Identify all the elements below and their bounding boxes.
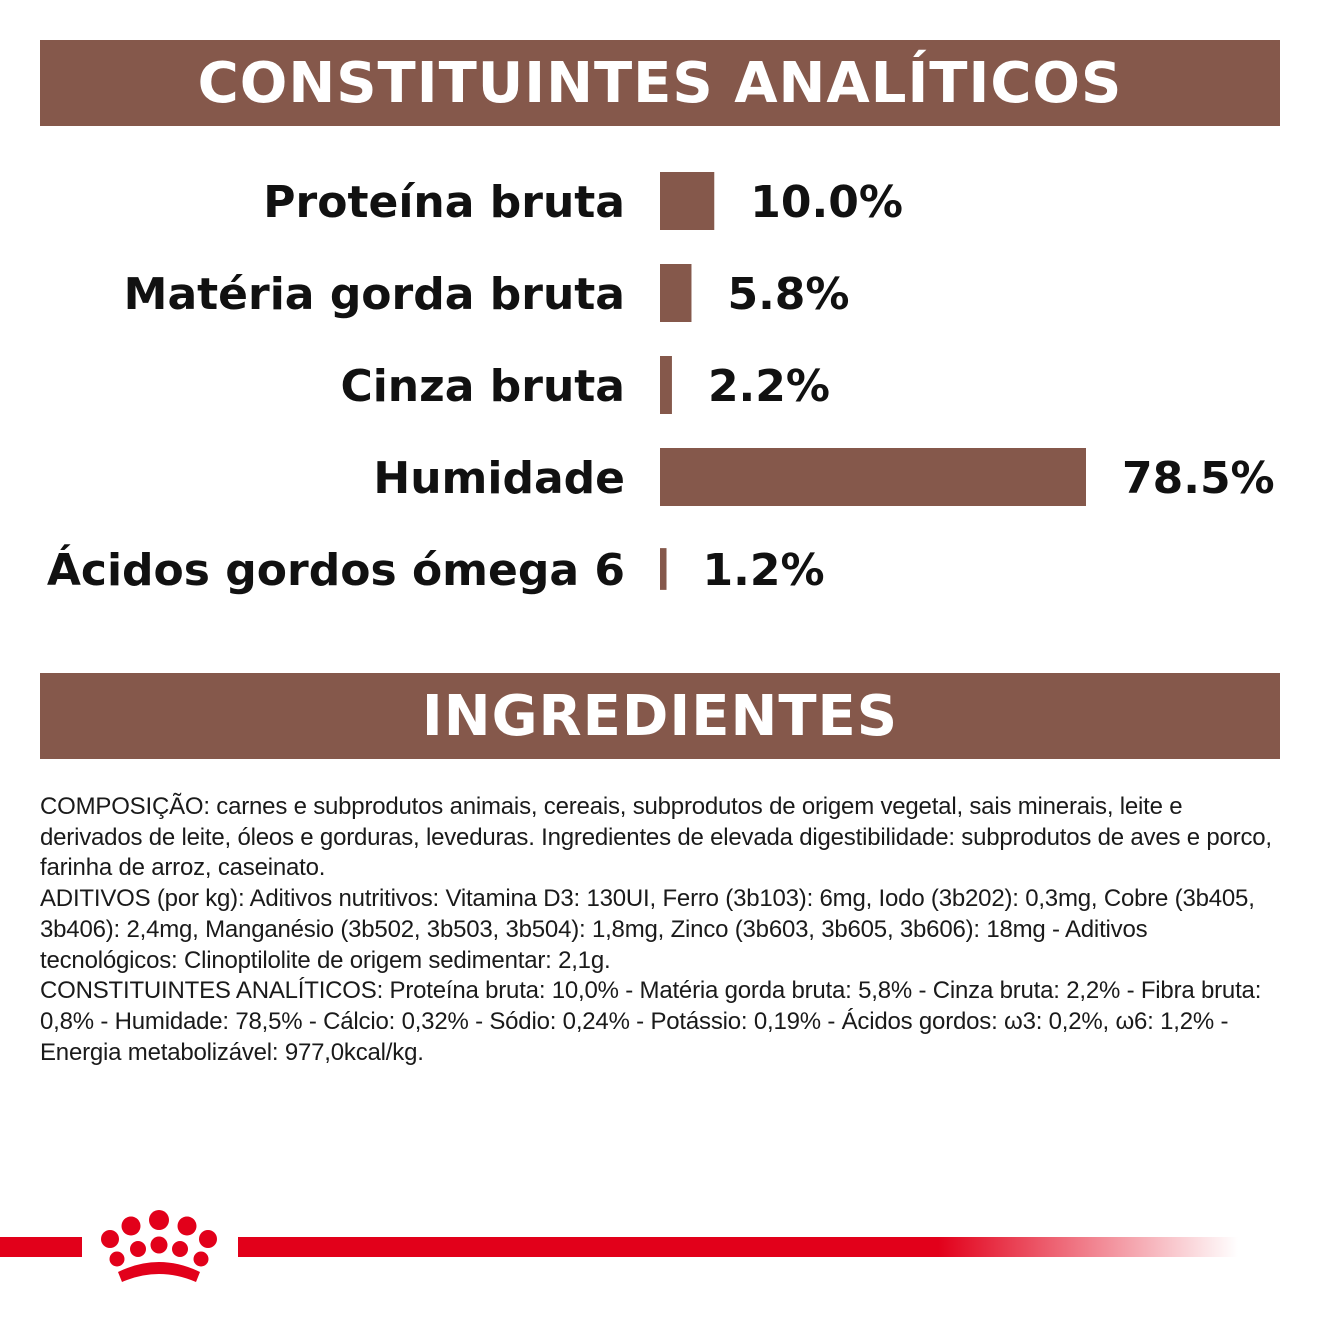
brand-footer <box>0 1210 1238 1282</box>
footer-stripe-right <box>238 1237 1238 1257</box>
bar-value-label: 5.8% <box>727 269 849 320</box>
bar-value-label: 1.2% <box>703 545 825 596</box>
analytics-bar-chart: Proteína bruta 10.0% Matéria gorda bruta 5.… <box>47 172 1275 596</box>
ingredients-text-block: COMPOSIÇÃO: carnes e subprodutos animais… <box>40 792 1280 1068</box>
bar-value-label: 2.2% <box>708 361 830 412</box>
bar-category-label: Humidade <box>373 453 625 504</box>
ingredients-heading-banner: INGREDIENTES <box>40 673 1280 759</box>
analytics-heading: CONSTITUINTES ANALÍTICOS <box>197 50 1123 116</box>
bar <box>660 548 667 590</box>
composition-paragraph: COMPOSIÇÃO: carnes e subprodutos animais… <box>40 793 1272 882</box>
bar <box>660 172 715 230</box>
bar-category-label: Proteína bruta <box>263 177 625 228</box>
footer-stripe-left <box>0 1237 82 1257</box>
additives-paragraph: ADITIVOS (por kg): Aditivos nutritivos: … <box>40 885 1255 974</box>
bar <box>660 264 692 322</box>
bar-category-label: Matéria gorda bruta <box>124 269 625 320</box>
bar <box>660 356 672 414</box>
bar-value-label: 78.5% <box>1122 453 1275 504</box>
analytics-heading-banner: CONSTITUINTES ANALÍTICOS <box>40 40 1280 126</box>
bar-value-label: 10.0% <box>750 177 903 228</box>
analytical-constituents-paragraph: CONSTITUINTES ANALÍTICOS: Proteína bruta… <box>40 977 1262 1066</box>
royal-canin-crown-icon <box>101 1210 217 1282</box>
bar <box>660 448 1086 506</box>
bar-category-label: Cinza bruta <box>340 361 625 412</box>
ingredients-heading: INGREDIENTES <box>421 683 899 749</box>
bar-category-label: Ácidos gordos ómega 6 <box>47 543 625 596</box>
